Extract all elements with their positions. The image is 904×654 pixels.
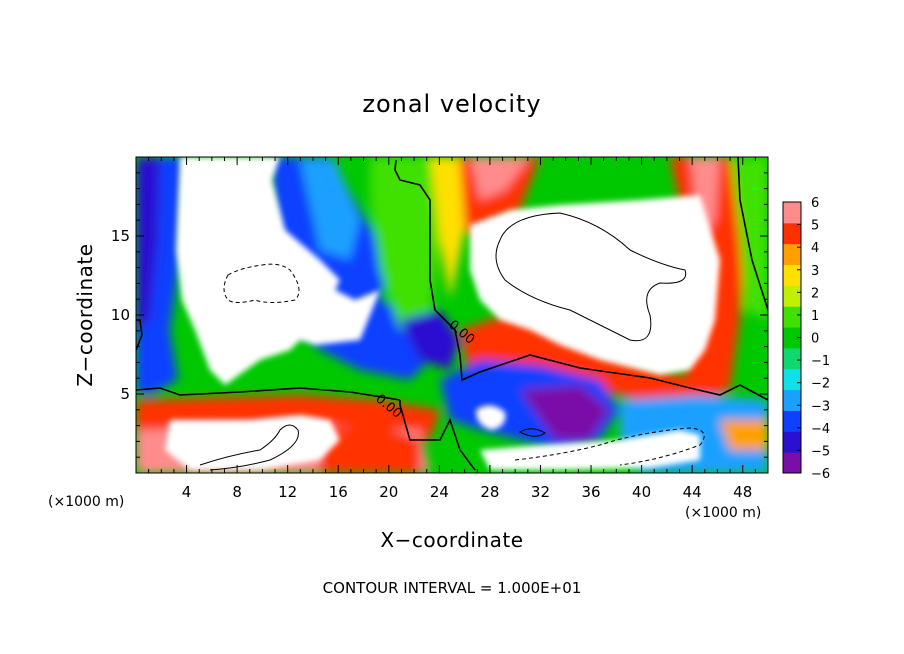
x-tick-label: 12	[278, 483, 297, 501]
colorbar-tick-label: 1	[811, 309, 819, 324]
y-tick-label: 15	[111, 227, 130, 245]
colorbar-swatch	[783, 222, 801, 245]
y-axis-label: Z−coordinate	[73, 243, 97, 386]
x-axis-ticks: 4 8 12 16 20 24 28 32 36 40 44 48	[135, 157, 769, 501]
colorbar-swatch	[783, 347, 801, 370]
x-tick-label: 20	[379, 483, 398, 501]
x-tick-label: 16	[329, 483, 348, 501]
colorbar-swatch	[783, 264, 801, 286]
colorbar-tick-label: 4	[811, 241, 819, 256]
colorbar-tick-label: −2	[811, 377, 830, 392]
x-axis-label: X−coordinate	[380, 528, 523, 552]
colorbar-tick-label: 6	[811, 196, 819, 211]
y-axis-ticks: 5 10 15	[111, 156, 768, 474]
colorbar-swatch	[783, 368, 801, 391]
colorbar-swatch	[783, 243, 801, 266]
colorbar-tick-label: −6	[811, 467, 830, 482]
x-tick-label: 36	[581, 483, 600, 501]
colorbar-swatch	[783, 410, 801, 432]
chart-title: zonal velocity	[362, 90, 541, 118]
colorbar-swatch	[783, 202, 801, 224]
x-tick-label: 44	[683, 483, 702, 501]
colorbar-swatch	[783, 431, 801, 453]
colorbar-swatch	[783, 327, 801, 349]
colorbar-tick-label: −3	[811, 399, 830, 414]
colorbar-swatch	[783, 389, 801, 411]
colorbar-tick-label: −4	[811, 422, 830, 437]
x-tick-label: 40	[632, 483, 651, 501]
x-tick-label: 4	[182, 483, 192, 501]
x-unit-label: (×1000 m)	[685, 505, 761, 521]
x-tick-label: 28	[480, 483, 499, 501]
colorbar-tick-label: 2	[811, 286, 819, 301]
x-tick-label: 24	[430, 483, 449, 501]
colorbar-tick-label: 3	[811, 264, 819, 279]
colorbar-swatch	[783, 285, 801, 307]
y-tick-label: 5	[120, 385, 130, 403]
colorbar: 6 5 4 3 2 1 0 −1 −2 −3 −4 −5 −6	[782, 196, 830, 482]
colorbar-tick-label: −1	[811, 354, 830, 369]
heatmap-field: 0.00 0.00	[136, 157, 768, 473]
colorbar-tick-label: −5	[811, 444, 830, 459]
colorbar-swatch	[783, 452, 801, 474]
z-unit-label: (×1000 m)	[48, 494, 124, 510]
contour-interval-text: CONTOUR INTERVAL = 1.000E+01	[323, 579, 582, 597]
x-tick-label: 48	[733, 483, 752, 501]
y-tick-label: 10	[111, 306, 130, 324]
colorbar-tick-label: 5	[811, 219, 819, 234]
x-tick-label: 32	[531, 483, 550, 501]
colorbar-swatch	[783, 306, 801, 328]
colorbar-tick-label: 0	[811, 332, 819, 347]
x-tick-label: 8	[232, 483, 242, 501]
